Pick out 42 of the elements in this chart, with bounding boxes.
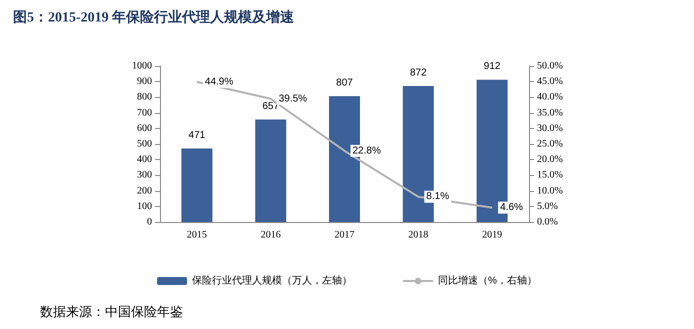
x-tick-label: 2015 xyxy=(186,230,207,240)
data-label: 471 xyxy=(188,130,206,142)
y2-tick-label: 45.0% xyxy=(537,76,563,88)
data-label: 912 xyxy=(484,61,501,72)
y-tick-label: 100 xyxy=(137,200,152,212)
data-label: 44.9% xyxy=(204,76,234,88)
data-label: 807 xyxy=(336,78,354,89)
y-tick-label: 1000 xyxy=(132,60,152,72)
y2-tick-label: 50.0% xyxy=(537,60,563,72)
y2-tick-label: 15.0% xyxy=(537,170,563,181)
x-tick-label: 2017 xyxy=(334,230,354,240)
y-tick-label: 700 xyxy=(137,107,152,118)
y2-tick-label: 30.0% xyxy=(537,122,563,134)
source-note: 数据来源：中国保险年鉴 xyxy=(40,305,183,320)
y2-tick-label: 20.0% xyxy=(537,154,563,166)
x-tick-label: 2018 xyxy=(408,230,428,240)
y-tick-label: 500 xyxy=(137,138,152,150)
y2-tick-label: 40.0% xyxy=(537,92,563,103)
y-tick-label: 600 xyxy=(137,122,152,134)
y-tick-label: 800 xyxy=(137,92,152,103)
data-label: 4.6% xyxy=(500,202,523,214)
data-label: 872 xyxy=(410,67,428,78)
legend-label: 保险行业代理人规模（万人，左轴） xyxy=(192,274,352,286)
data-label: 22.8% xyxy=(352,145,381,156)
x-tick-label: 2019 xyxy=(482,230,502,240)
y2-tick-label: 5.0% xyxy=(537,200,558,212)
y-tick-label: 400 xyxy=(137,154,152,166)
legend-label: 同比增速（%，右轴） xyxy=(438,274,537,286)
y-tick-label: 900 xyxy=(137,76,152,88)
bar xyxy=(255,120,286,222)
y2-tick-label: 10.0% xyxy=(537,185,563,196)
y-tick-label: 300 xyxy=(137,170,152,181)
y-tick-label: 0 xyxy=(147,216,152,228)
data-label: 8.1% xyxy=(426,191,450,202)
y2-tick-label: 35.0% xyxy=(537,107,563,118)
y2-tick-label: 0.0% xyxy=(537,216,558,228)
y-tick-label: 200 xyxy=(137,185,152,196)
chart-title: 图5：2015-2019 年保险行业代理人规模及增速 xyxy=(13,10,296,26)
bar xyxy=(181,148,212,222)
x-tick-label: 2016 xyxy=(260,230,281,240)
data-label: 39.5% xyxy=(278,93,308,104)
y2-tick-label: 25.0% xyxy=(537,138,563,150)
